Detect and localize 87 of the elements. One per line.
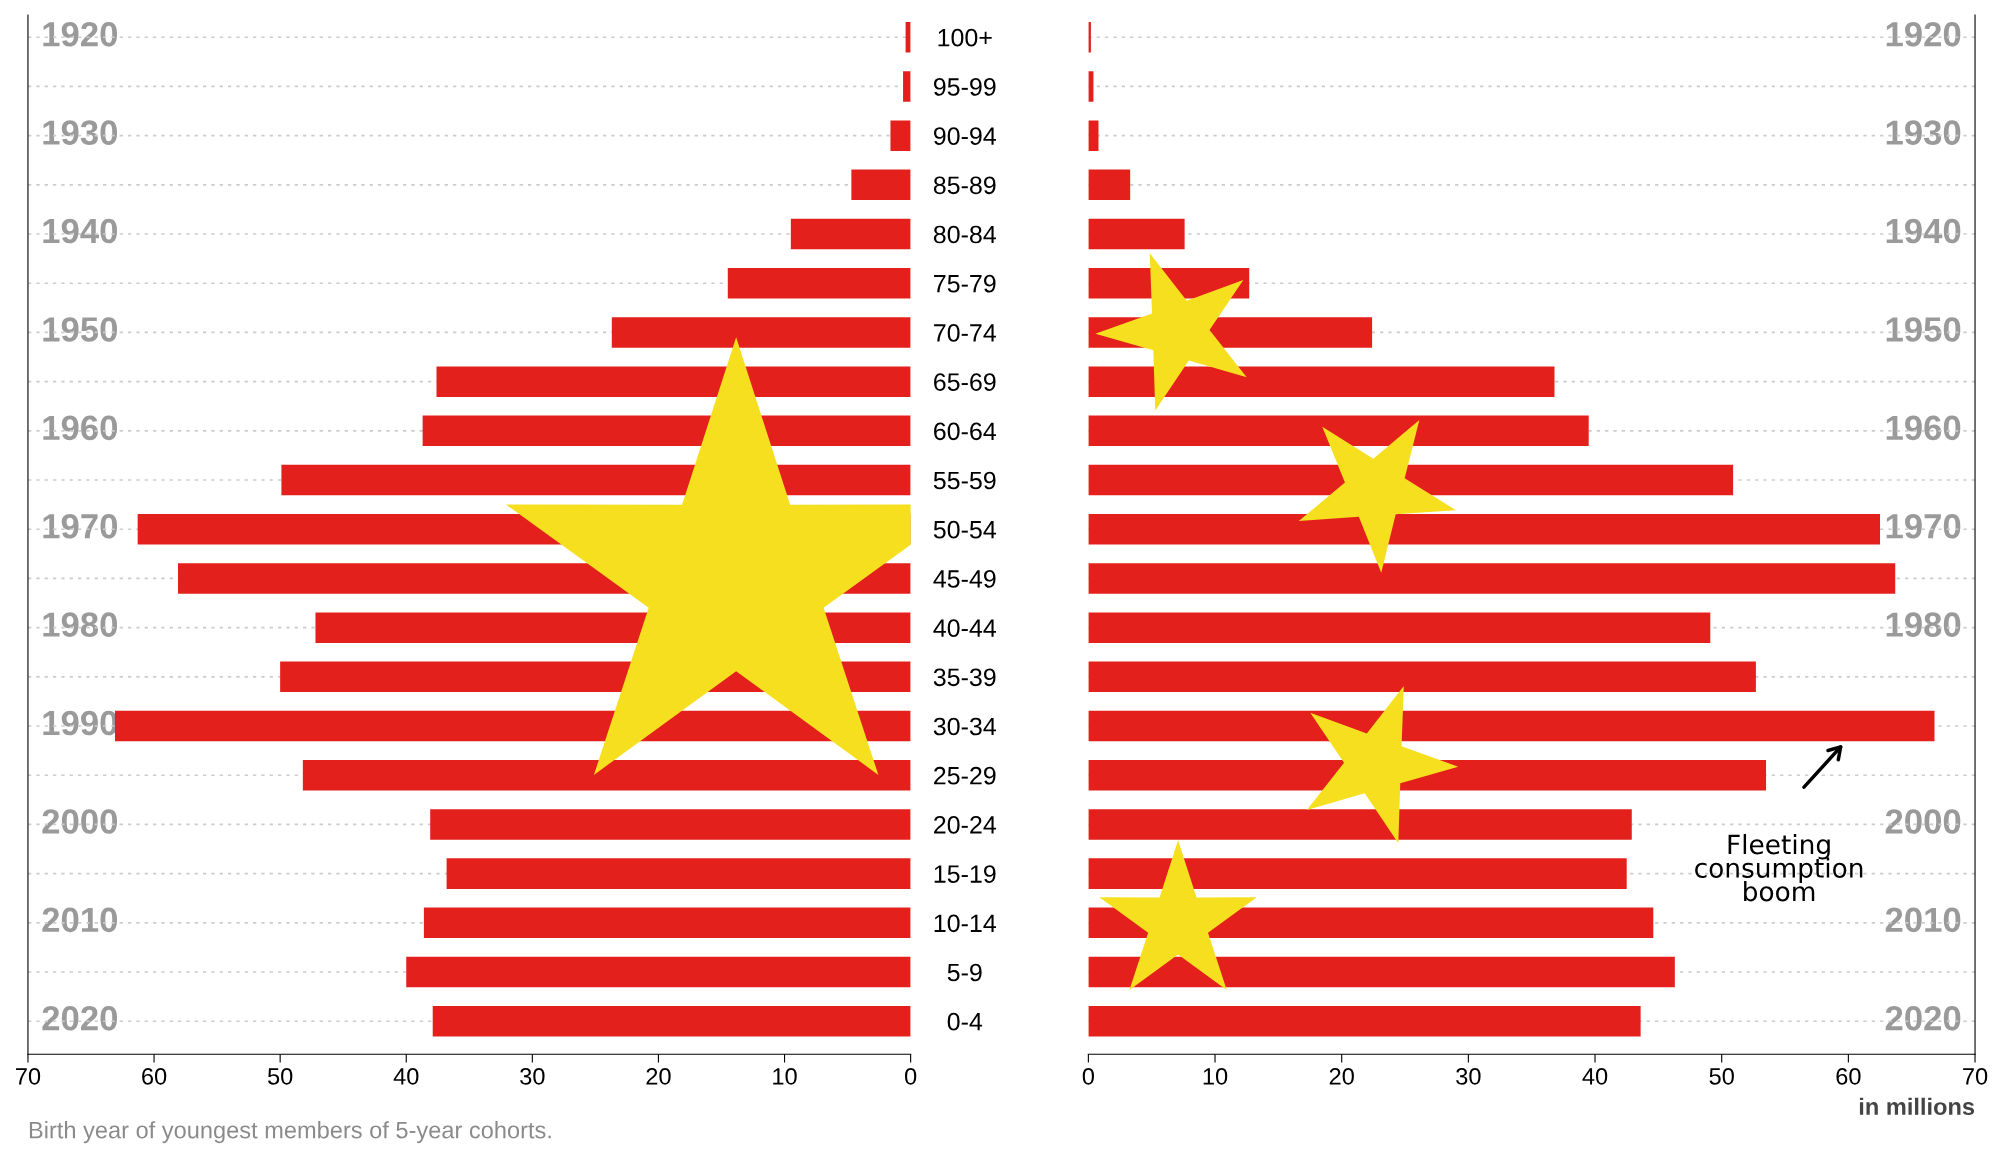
bar xyxy=(1088,366,1555,397)
bar xyxy=(851,169,911,201)
y2-tick-label: 1930 xyxy=(43,120,118,145)
y2-tick-label: 1970 xyxy=(1886,513,1961,539)
bar xyxy=(611,317,911,348)
y-tick-label: 70-74 xyxy=(934,324,996,342)
x-axis-title: in millions xyxy=(1859,1097,1975,1116)
bar xyxy=(790,218,911,250)
y2-tick-label: 1980 xyxy=(1886,612,1961,637)
y-tick-label: 40-44 xyxy=(933,619,996,637)
x-tick-label: 0 xyxy=(1082,1068,1095,1085)
y-tick-label: 15-19 xyxy=(934,865,996,883)
y2-tick-label: 2020 xyxy=(1885,1005,1961,1031)
x-tick-label: 20 xyxy=(646,1068,671,1085)
y2-tick-label: 2000 xyxy=(1885,809,1961,834)
y2-tick-label: 1950 xyxy=(1886,317,1961,342)
text: Birth year of youngest members of 5-year cohorts. xyxy=(29,1121,551,1144)
y-tick-label: 30-34 xyxy=(933,717,996,736)
x-tick-label: 20 xyxy=(1329,1068,1354,1085)
y-tick-label: 65-69 xyxy=(934,373,996,391)
bar xyxy=(302,759,911,791)
bar xyxy=(1088,612,1711,643)
x-tick-label: 30 xyxy=(520,1068,545,1085)
x-tick-label: 50 xyxy=(267,1068,293,1085)
bar xyxy=(1088,120,1099,151)
bar xyxy=(446,858,911,889)
y-tick-label: 60-64 xyxy=(934,422,996,441)
x-tick-label: 60 xyxy=(1836,1068,1861,1085)
bar xyxy=(890,120,911,151)
bar xyxy=(423,907,911,939)
bar xyxy=(1088,809,1632,840)
bar xyxy=(406,956,911,988)
y-tick-label: 5-9 xyxy=(947,963,982,982)
bar xyxy=(1088,415,1589,447)
y2-tick-label: 1940 xyxy=(1886,218,1961,244)
y2-tick-label: 1960 xyxy=(1886,415,1961,441)
x-tick-label: 10 xyxy=(773,1068,797,1085)
y2-tick-label: 1970 xyxy=(43,513,118,539)
y-tick-label: 35-39 xyxy=(933,668,996,687)
y2-tick-label: 1920 xyxy=(1886,21,1961,47)
bar xyxy=(432,1005,911,1037)
y2-tick-label: 1960 xyxy=(43,415,118,441)
y-tick-label: 80-84 xyxy=(933,225,996,244)
x-tick-label: 60 xyxy=(142,1068,167,1085)
x-tick-label: 10 xyxy=(1203,1068,1228,1085)
bar xyxy=(1088,858,1627,889)
bar xyxy=(1088,710,1935,742)
bar xyxy=(1088,169,1131,201)
x-tick-label: 40 xyxy=(1582,1068,1608,1085)
x-tick-label: 40 xyxy=(393,1068,419,1085)
y-tick-label: 45-49 xyxy=(933,570,996,588)
y2-tick-label: 1990 xyxy=(43,710,118,736)
y2-tick-label: 1980 xyxy=(43,612,118,637)
y2-tick-label: 2000 xyxy=(42,809,118,834)
bar xyxy=(430,809,911,840)
bar xyxy=(1088,661,1756,693)
bar xyxy=(903,71,911,102)
bar xyxy=(727,267,911,299)
y2-tick-label: 1950 xyxy=(43,317,118,342)
x-tick-label: 70 xyxy=(16,1068,41,1085)
y-tick-label: 10-14 xyxy=(934,914,996,933)
y-tick-label: 0-4 xyxy=(947,1012,983,1031)
bar xyxy=(1088,1005,1641,1037)
y-tick-label: 50-54 xyxy=(933,520,996,539)
y2-tick-label: 1940 xyxy=(43,218,118,244)
y2-tick-label: 2010 xyxy=(1885,907,1961,933)
y2-tick-label: 1930 xyxy=(1886,120,1961,145)
y-tick-label: 100+ xyxy=(938,28,992,47)
x-tick-label: 30 xyxy=(1456,1068,1481,1085)
x-tick-label: 50 xyxy=(1709,1068,1734,1085)
y-tick-label: 90-94 xyxy=(933,127,996,145)
y-tick-label: 55-59 xyxy=(933,471,996,490)
bar xyxy=(1088,956,1675,988)
y-tick-label: 20-24 xyxy=(934,816,996,834)
x-tick-label: 70 xyxy=(1963,1068,1988,1085)
annotation: Fleeting consumption boom xyxy=(1695,833,1863,902)
y-tick-label: 25-29 xyxy=(934,766,996,785)
bar xyxy=(1088,218,1185,250)
y-tick-label: 95-99 xyxy=(933,78,996,96)
bar xyxy=(436,366,911,397)
y-tick-label: 75-79 xyxy=(934,274,996,293)
bar xyxy=(1088,563,1896,594)
y2-tick-label: 1920 xyxy=(43,21,118,47)
y-tick-label: 85-89 xyxy=(933,176,996,195)
y2-tick-label: 2010 xyxy=(42,907,118,933)
x-tick-label: 0 xyxy=(904,1068,917,1085)
y2-tick-label: 2020 xyxy=(42,1005,118,1031)
